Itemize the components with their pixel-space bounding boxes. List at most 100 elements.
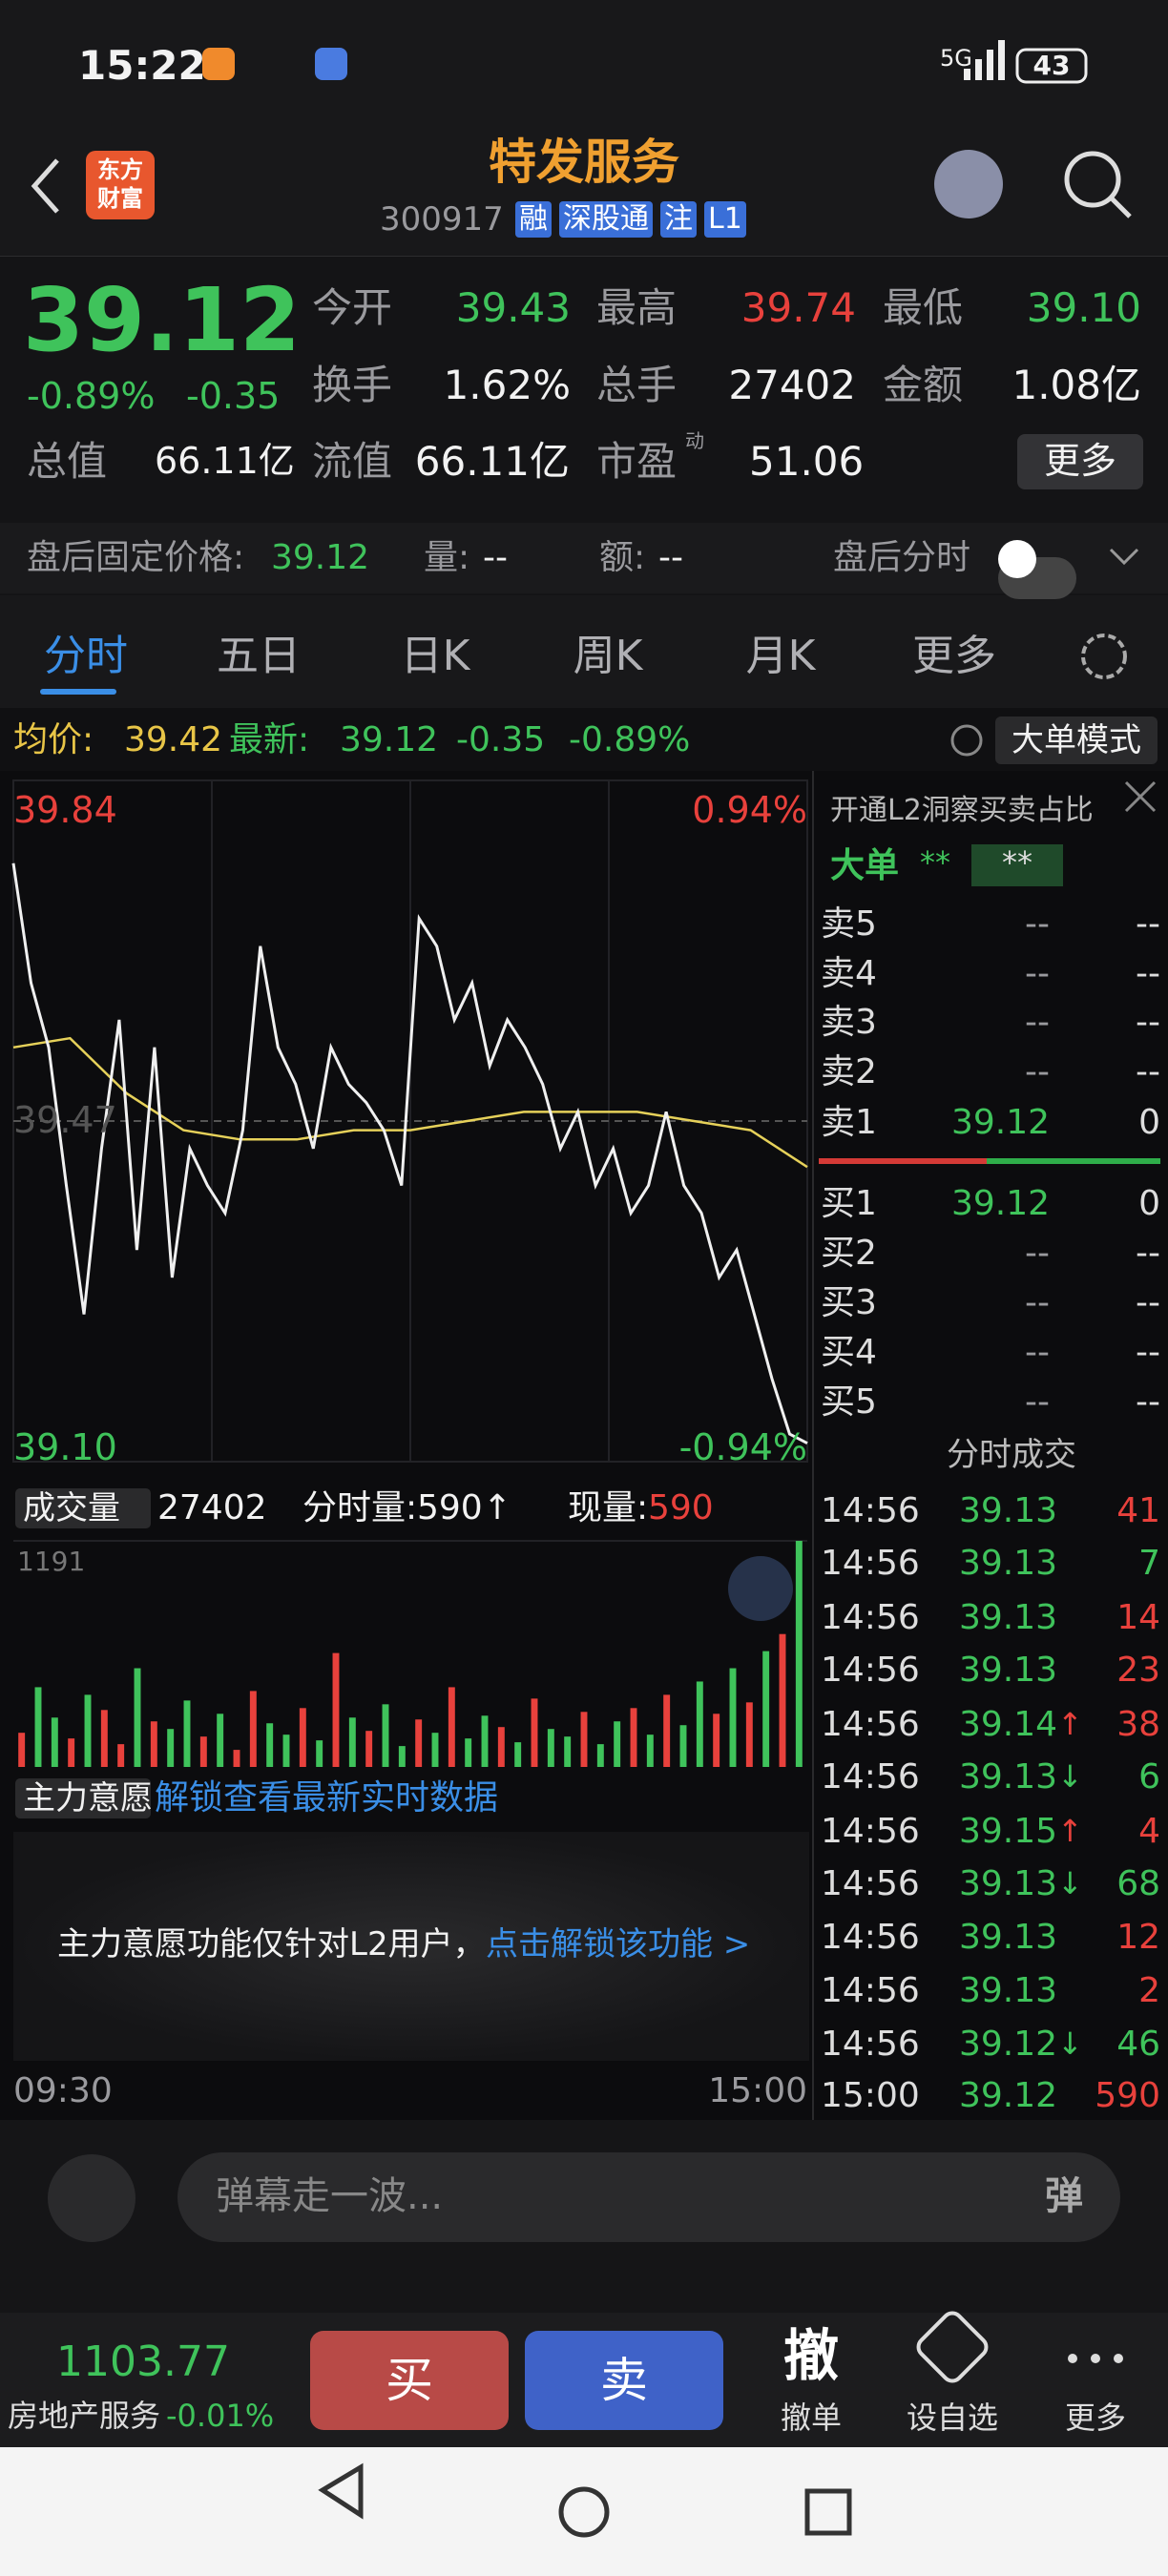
- volume-bar: [614, 1721, 621, 1767]
- after-hours-label: 量:: [424, 537, 470, 577]
- book-volume: --: [1136, 1332, 1160, 1372]
- avg-label: 均价:: [13, 719, 94, 759]
- index-name: 房地产服务: [8, 2398, 161, 2435]
- trade-price: 39.13: [959, 1597, 1058, 1637]
- volume-bar: [282, 1735, 290, 1767]
- volume-bar: [448, 1687, 455, 1767]
- volume-bar: [348, 1717, 356, 1767]
- watchlist-label[interactable]: 设自选: [906, 2399, 999, 2437]
- more-button-bg[interactable]: [1017, 434, 1143, 489]
- tab-underline: [40, 689, 116, 695]
- cancel-icon[interactable]: 撤: [782, 2323, 840, 2389]
- cancel-label[interactable]: 撤单: [780, 2399, 843, 2437]
- sell-button[interactable]: [525, 2331, 723, 2430]
- buy-label[interactable]: 买: [386, 2353, 433, 2408]
- tab[interactable]: 周K: [573, 631, 643, 680]
- trade-volume: 2: [1138, 1970, 1160, 2010]
- status-time: 15:22: [78, 41, 206, 89]
- trade-time: 14:56: [821, 1543, 920, 1583]
- volume-bar: [696, 1681, 703, 1767]
- nav-bar: [0, 2447, 1168, 2576]
- watchlist-icon[interactable]: [914, 2309, 990, 2384]
- search-button[interactable]: [1064, 151, 1121, 208]
- tag: 注: [660, 201, 697, 238]
- trade-volume: 68: [1116, 1863, 1160, 1903]
- after-hours-value: --: [483, 537, 508, 577]
- latest-label: 最新:: [229, 719, 310, 759]
- danmaku-toggle[interactable]: 弹: [1045, 2174, 1083, 2219]
- y-tick-label: 39.10: [13, 1426, 117, 1469]
- volume-bar: [150, 1721, 157, 1767]
- volume-bar: [365, 1731, 373, 1767]
- mode-button-bg[interactable]: [995, 717, 1158, 764]
- robot-avatar[interactable]: [934, 150, 1003, 218]
- volume-bar: [266, 1723, 274, 1767]
- unlock-button[interactable]: 点击解锁该功能 >: [486, 1924, 751, 1963]
- volume-bar: [415, 1719, 423, 1767]
- stat-value: 39.43: [455, 283, 571, 331]
- tab[interactable]: 日K: [400, 631, 470, 680]
- main-force-selector[interactable]: 主力意愿: [23, 1778, 153, 1818]
- x-tick-label: 09:30: [13, 2070, 113, 2110]
- trade-time: 14:56: [821, 1650, 920, 1690]
- volume-selector[interactable]: 成交量: [23, 1488, 120, 1527]
- expand-icon[interactable]: [1109, 548, 1139, 566]
- trade-time: 14:56: [821, 1597, 920, 1637]
- help-icon[interactable]: [950, 724, 983, 757]
- more-button[interactable]: 更多: [1043, 440, 1117, 483]
- volume-tick-label: 1191: [17, 1545, 86, 1577]
- buy-button[interactable]: [310, 2331, 509, 2430]
- volume-total: 27402: [157, 1487, 267, 1527]
- stat-value: 1.08亿: [1012, 361, 1141, 408]
- more-icon[interactable]: [1068, 2354, 1123, 2363]
- tab[interactable]: 更多: [912, 631, 996, 680]
- book-price: 39.12: [950, 1102, 1050, 1142]
- main-force-selector-bg[interactable]: [15, 1778, 151, 1818]
- book-level: 卖5: [821, 904, 877, 944]
- settings-button[interactable]: [1081, 634, 1127, 679]
- after-hours-toggle[interactable]: 盘后分时: [833, 537, 971, 577]
- info-bar-bg: [0, 708, 1168, 771]
- book-volume: --: [1136, 1282, 1160, 1322]
- trade-volume: 12: [1116, 1917, 1160, 1957]
- sell-label[interactable]: 卖: [600, 2353, 648, 2408]
- stat-value: 1.62%: [443, 361, 571, 408]
- trade-volume: 23: [1116, 1650, 1160, 1690]
- stat-label: 最高: [596, 283, 678, 331]
- minute-volume: 590: [417, 1487, 483, 1527]
- unlock-link[interactable]: 解锁查看最新实时数据: [155, 1777, 499, 1818]
- change-pct: -0.89%: [27, 375, 156, 418]
- volume-bar: [663, 1694, 671, 1767]
- price: 39.12: [23, 268, 302, 371]
- nav-back[interactable]: [318, 2462, 364, 2520]
- battery-level: 43: [1032, 49, 1071, 81]
- comment-input[interactable]: [177, 2152, 1120, 2242]
- volume-bar: [481, 1715, 489, 1767]
- comment-placeholder[interactable]: 弹幕走一波...: [216, 2174, 444, 2219]
- fullscreen-button[interactable]: [728, 1556, 793, 1621]
- tab[interactable]: 月K: [745, 631, 816, 680]
- stat-label: 今开: [312, 283, 393, 331]
- more-label[interactable]: 更多: [1064, 2399, 1127, 2437]
- toggle-knob: [998, 540, 1036, 578]
- volume-bar: [100, 1710, 108, 1767]
- book-level: 卖2: [821, 1051, 877, 1091]
- volume-selector-bg[interactable]: [15, 1488, 151, 1528]
- trade-price: 39.13: [959, 1863, 1058, 1903]
- trade-arrow: ↓: [1057, 2025, 1083, 2063]
- book-price: 39.12: [950, 1183, 1050, 1223]
- mode-button[interactable]: 大单模式: [1012, 720, 1141, 759]
- trade-time: 14:56: [821, 1490, 920, 1530]
- l2-promo[interactable]: 开通L2洞察买卖占比: [830, 794, 1094, 828]
- tab[interactable]: 分时: [44, 631, 128, 680]
- ask-bar: [819, 1158, 987, 1164]
- nav-home[interactable]: [558, 2486, 610, 2538]
- price-line: [11, 862, 808, 1445]
- back-button[interactable]: [31, 158, 59, 214]
- nav-recent[interactable]: [804, 2488, 852, 2536]
- tab[interactable]: 五日: [217, 631, 301, 680]
- stat-value: 66.11亿: [414, 437, 570, 485]
- close-promo[interactable]: [1124, 780, 1157, 813]
- comment-icon[interactable]: [48, 2154, 136, 2242]
- minute-volume-label: 分时量:: [302, 1487, 418, 1527]
